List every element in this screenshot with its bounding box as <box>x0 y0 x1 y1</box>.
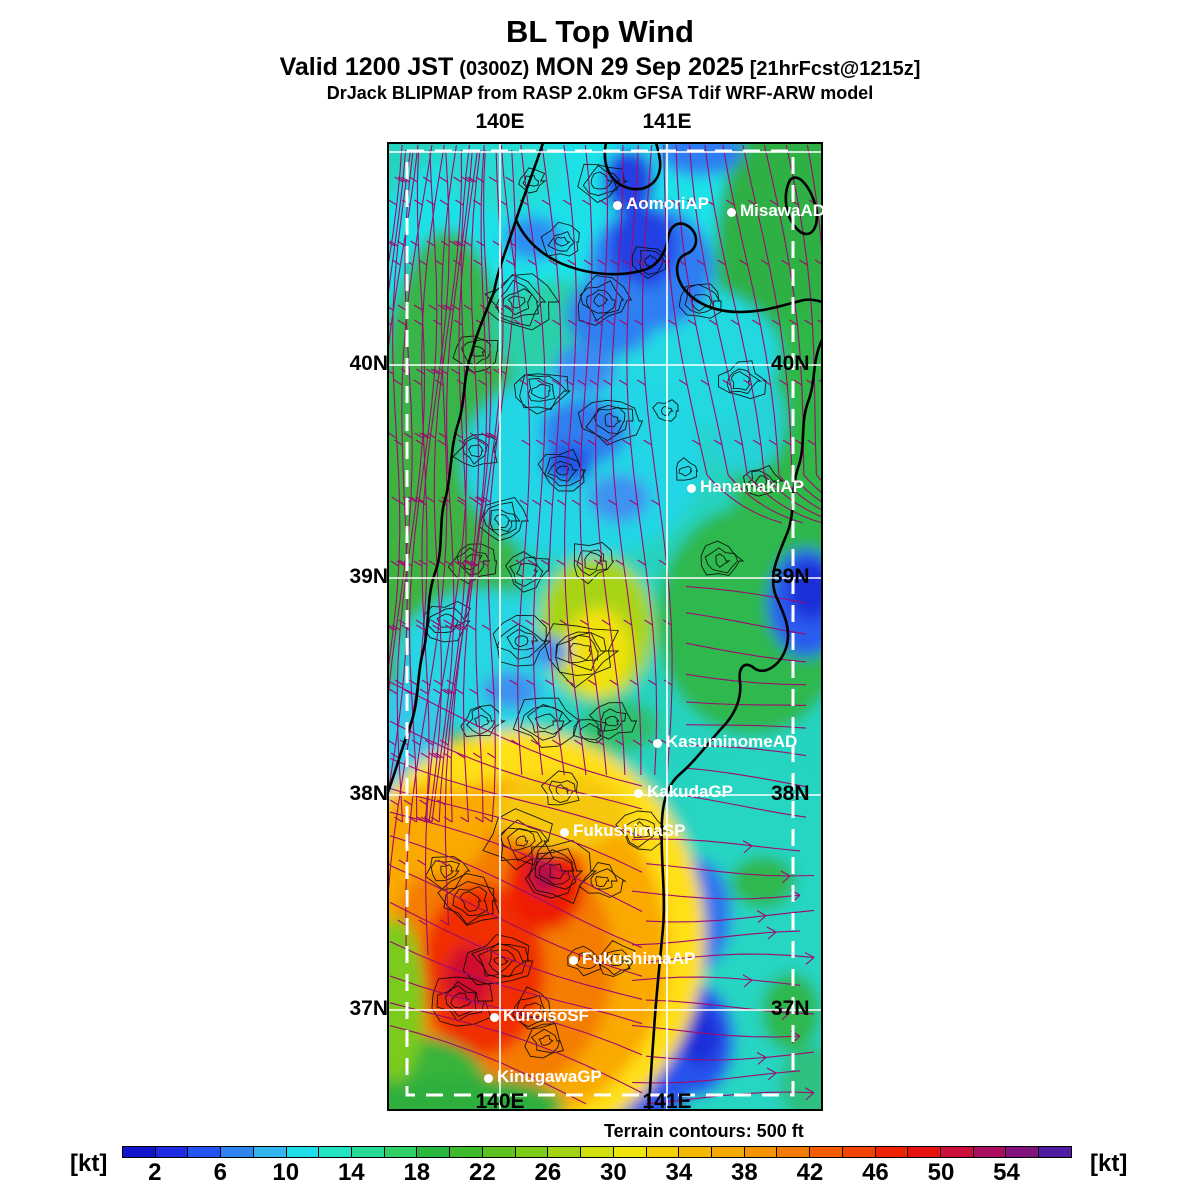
colorbar-segment <box>810 1147 843 1157</box>
colorbar-tick: 54 <box>993 1159 1020 1186</box>
colorbar-segment <box>417 1147 451 1157</box>
colorbar-segment <box>450 1147 483 1157</box>
colorbar-tick: 46 <box>862 1159 889 1186</box>
colorbar-segment <box>548 1147 582 1157</box>
colorbar-unit-right: [kt] <box>1090 1150 1128 1177</box>
colorbar-unit-left: [kt] <box>70 1150 108 1177</box>
colorbar-tick: 10 <box>272 1159 300 1186</box>
colorbar-segment <box>908 1147 941 1157</box>
colorbar-segment <box>842 1147 876 1157</box>
colorbar-tick: 18 <box>403 1159 431 1186</box>
colorbar-tick: 22 <box>468 1159 496 1186</box>
colorbar-segment <box>875 1147 909 1157</box>
colorbar-segment <box>744 1147 778 1157</box>
colorbar-tick: 6 <box>213 1159 227 1186</box>
colorbar-segment <box>123 1147 156 1157</box>
colorbar-segment <box>221 1147 254 1157</box>
colorbar <box>122 1146 1072 1158</box>
colorbar-segment <box>286 1147 320 1157</box>
colorbar-segment <box>482 1147 516 1157</box>
valid-zulu-label: (0300Z) <box>459 57 530 80</box>
colorbar-segment <box>515 1147 549 1157</box>
colorbar-segment <box>253 1147 287 1157</box>
colorbar-tick: 38 <box>731 1159 758 1186</box>
colorbar-tick: 42 <box>796 1159 824 1186</box>
colorbar-segment <box>646 1147 680 1157</box>
colorbar-segment <box>1006 1147 1040 1157</box>
colorbar-segment <box>352 1147 385 1157</box>
colorbar-tick: 14 <box>337 1159 365 1186</box>
terrain-note: Terrain contours: 500 ft <box>604 1121 804 1141</box>
colorbar-segment <box>679 1147 712 1157</box>
colorbar-segment <box>940 1147 974 1157</box>
colorbar-segment <box>155 1147 189 1157</box>
colorbar-tick: 34 <box>665 1159 693 1186</box>
valid-line: Valid 1200 JST (0300Z) MON 29 Sep 2025 [21h… <box>0 53 1200 82</box>
colorbar-segment <box>613 1147 647 1157</box>
colorbar-segment <box>319 1147 353 1157</box>
colorbar-segment <box>777 1147 811 1157</box>
colorbar-tick: 26 <box>534 1159 562 1186</box>
colorbar-segment <box>188 1147 222 1157</box>
valid-date-label: MON 29 Sep 2025 <box>535 52 744 81</box>
colorbar-tick: 2 <box>148 1159 162 1186</box>
page-title: BL Top Wind <box>506 14 694 49</box>
valid-time-label: Valid 1200 JST <box>279 52 454 81</box>
colorbar-tick: 50 <box>927 1159 955 1186</box>
header: BL Top Wind Valid 1200 JST (0300Z) MON 29 … <box>0 14 1200 104</box>
colorbar-segment <box>581 1147 614 1157</box>
colorbar-tick: 30 <box>600 1159 627 1186</box>
forecast-offset-label: [21hrFcst@1215z] <box>749 57 921 80</box>
model-line: DrJack BLIPMAP from RASP 2.0km GFSA Tdif… <box>326 83 874 104</box>
colorbar-segment <box>973 1147 1007 1157</box>
colorbar-segment <box>384 1147 418 1157</box>
colorbar-segment <box>1039 1147 1071 1157</box>
colorbar-segment <box>711 1147 745 1157</box>
